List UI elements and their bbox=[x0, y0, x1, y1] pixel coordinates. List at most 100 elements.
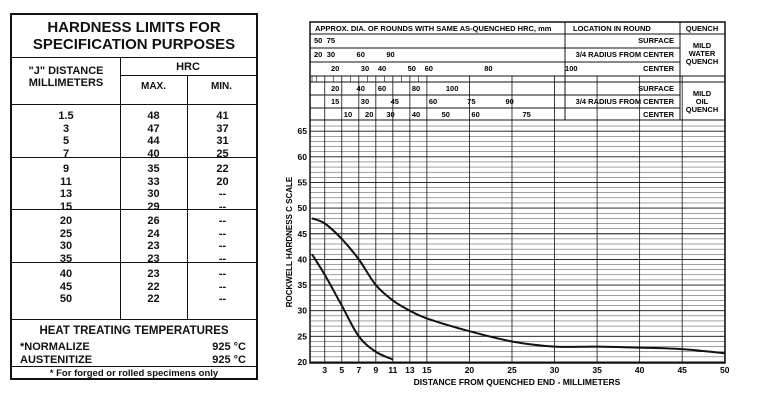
max-cell: 24 bbox=[147, 227, 160, 240]
distance-cell: 11 bbox=[60, 175, 72, 188]
max-cell: 47 bbox=[147, 122, 160, 135]
diameter-label: 60 bbox=[378, 84, 386, 93]
normalize-temp: 925 °C bbox=[212, 341, 246, 353]
distance-cell: 1.5 bbox=[58, 110, 74, 122]
hardness-limits-table: HARDNESS LIMITS FOR SPECIFICATION PURPOS… bbox=[10, 13, 258, 380]
x-tick-label: 15 bbox=[422, 365, 432, 375]
x-tick-label: 13 bbox=[405, 365, 415, 375]
min-cell: -- bbox=[218, 280, 227, 293]
min-cell: 41 bbox=[216, 110, 229, 122]
max-cell: 35 bbox=[147, 163, 160, 175]
min-cell: 31 bbox=[216, 135, 229, 147]
austenitize-temp: 925 °C bbox=[212, 354, 246, 366]
y-tick-label: 20 bbox=[298, 357, 308, 367]
location-header: LOCATION IN ROUND bbox=[573, 24, 651, 33]
distance-cell: 50 bbox=[59, 293, 73, 305]
diameter-label: 50 bbox=[408, 64, 416, 73]
max-hardness-curve bbox=[311, 217, 725, 355]
diameter-label: 60 bbox=[357, 50, 365, 59]
diameter-label: 90 bbox=[505, 97, 513, 106]
y-tick-label: 55 bbox=[298, 177, 308, 187]
table-title: HARDNESS LIMITS FOR SPECIFICATION PURPOS… bbox=[12, 19, 256, 53]
normalize-label: *NORMALIZE bbox=[20, 341, 90, 353]
diameter-label: 40 bbox=[357, 84, 365, 93]
y-tick-label: 60 bbox=[298, 152, 308, 162]
title-line: SPECIFICATION PURPOSES bbox=[32, 36, 236, 53]
y-tick-label: 25 bbox=[298, 331, 308, 341]
max-cell: 44 bbox=[147, 135, 160, 147]
heat-values: 925 °C 925 °C bbox=[212, 341, 246, 367]
quench-label: MILD bbox=[693, 41, 712, 50]
y-tick-label: 50 bbox=[298, 203, 308, 213]
y-tick-label: 65 bbox=[298, 126, 308, 136]
x-tick-label: 9 bbox=[373, 365, 378, 375]
diameter-label: 20 bbox=[331, 84, 339, 93]
diameter-label: 60 bbox=[429, 97, 437, 106]
min-cell: 22 bbox=[216, 163, 229, 175]
min-cell: -- bbox=[218, 252, 227, 265]
distance-cell: 40 bbox=[59, 268, 73, 280]
x-tick-label: 3 bbox=[322, 365, 327, 375]
distance-cell: 9 bbox=[62, 163, 70, 175]
diameter-label: 45 bbox=[391, 97, 399, 106]
quench-label: OIL bbox=[696, 97, 709, 106]
diameter-label: 20 bbox=[365, 110, 373, 119]
max-cell: 22 bbox=[147, 293, 160, 305]
location-label: 3/4 RADIUS FROM CENTER bbox=[576, 97, 675, 106]
distance-header: "J" DISTANCE MILLIMETERS bbox=[12, 65, 120, 89]
diameter-label: 20 bbox=[314, 50, 322, 59]
x-tick-label: 20 bbox=[465, 365, 475, 375]
min-cell: 20 bbox=[216, 175, 229, 188]
header-line: "J" DISTANCE bbox=[28, 65, 104, 77]
location-label: CENTER bbox=[643, 64, 674, 73]
diameter-label: 60 bbox=[425, 64, 433, 73]
max-cell: 30 bbox=[147, 188, 160, 200]
x-tick-label: 25 bbox=[507, 365, 517, 375]
heat-title: HEAT TREATING TEMPERATURES bbox=[39, 325, 229, 337]
y-tick-label: 40 bbox=[298, 254, 308, 264]
x-tick-label: 30 bbox=[550, 365, 560, 375]
distance-cell: 35 bbox=[59, 252, 73, 265]
min-cell: -- bbox=[218, 227, 227, 240]
y-axis-label: ROCKWELL HARDNESS C SCALE bbox=[285, 176, 294, 307]
diameter-label: 50 bbox=[314, 36, 322, 45]
diameter-label: 15 bbox=[331, 97, 339, 106]
x-tick-label: 5 bbox=[339, 365, 344, 375]
min-cell: -- bbox=[218, 268, 227, 280]
max-cell: 23 bbox=[147, 240, 160, 252]
y-tick-label: 30 bbox=[298, 306, 308, 316]
header-line: MILLIMETERS bbox=[28, 77, 104, 89]
hrc-header: HRC bbox=[176, 61, 200, 73]
distance-cell: 45 bbox=[59, 280, 73, 293]
x-tick-label: 11 bbox=[388, 365, 397, 375]
distance-cell: 30 bbox=[59, 240, 73, 252]
quench-header: QUENCH bbox=[686, 24, 719, 33]
diameter-label: 30 bbox=[327, 50, 335, 59]
min-cell: -- bbox=[218, 188, 227, 200]
distance-cell: 3 bbox=[62, 122, 70, 135]
heat-labels: *NORMALIZE AUSTENITIZE bbox=[20, 341, 92, 367]
diameter-label: 75 bbox=[522, 110, 530, 119]
min-cell: 25 bbox=[216, 147, 229, 160]
max-cell: 22 bbox=[147, 280, 160, 293]
diameter-label: 40 bbox=[378, 64, 386, 73]
distance-cell: 5 bbox=[62, 135, 70, 147]
diameter-label: 60 bbox=[471, 110, 479, 119]
distance-cell: 25 bbox=[59, 227, 73, 240]
diameter-label: 50 bbox=[442, 110, 450, 119]
diameter-label: 75 bbox=[327, 36, 335, 45]
chart-frame bbox=[309, 21, 726, 364]
max-cell: 26 bbox=[147, 215, 160, 227]
quench-label: QUENCH bbox=[686, 105, 719, 114]
x-tick-label: 7 bbox=[356, 365, 361, 375]
diameter-label: 30 bbox=[386, 110, 394, 119]
location-label: 3/4 RADIUS FROM CENTER bbox=[576, 50, 675, 59]
diameter-label: 20 bbox=[331, 64, 339, 73]
min-header: MIN. bbox=[210, 81, 233, 92]
diameter-label: 40 bbox=[412, 110, 420, 119]
quench-label: WATER bbox=[689, 49, 716, 58]
location-label: CENTER bbox=[643, 110, 674, 119]
min-hardness-curve bbox=[311, 253, 394, 361]
location-label: SURFACE bbox=[638, 84, 674, 93]
